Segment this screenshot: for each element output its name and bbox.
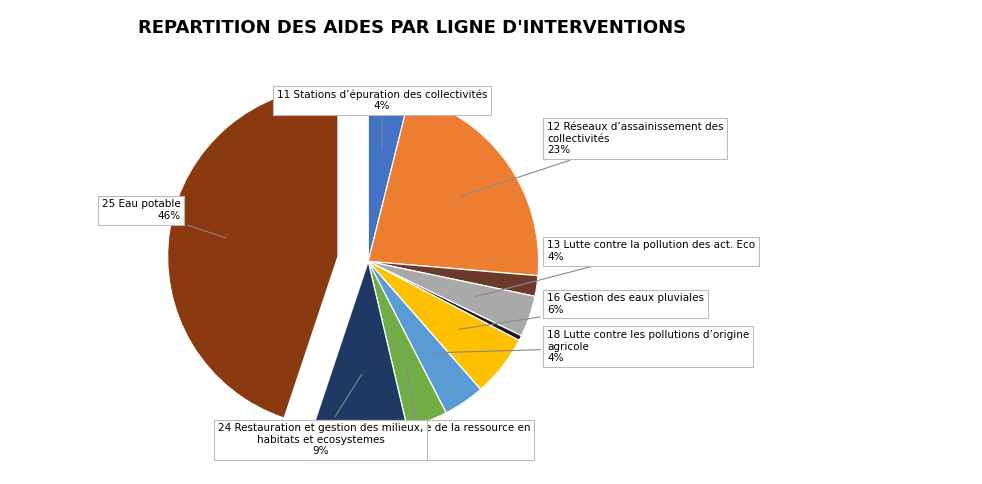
Wedge shape xyxy=(368,261,535,336)
Wedge shape xyxy=(368,261,538,296)
Wedge shape xyxy=(314,261,408,432)
Wedge shape xyxy=(368,91,409,261)
Wedge shape xyxy=(368,261,519,390)
Text: 12 Réseaux d’assainissement des
collectivités
23%: 12 Réseaux d’assainissement des collecti… xyxy=(461,122,724,196)
Text: 24 Restauration et gestion des milieux,
habitats et ecosystemes
9%: 24 Restauration et gestion des milieux, … xyxy=(218,374,423,456)
Text: 25 Eau potable
46%: 25 Eau potable 46% xyxy=(102,199,226,238)
Text: 11 Stations d’épuration des collectivités
4%: 11 Stations d’épuration des collectivité… xyxy=(277,90,487,149)
Text: REPARTITION DES AIDES PAR LIGNE D'INTERVENTIONS: REPARTITION DES AIDES PAR LIGNE D'INTERV… xyxy=(138,19,686,37)
Text: 13 Lutte contre la pollution des act. Eco
4%: 13 Lutte contre la pollution des act. Ec… xyxy=(475,241,755,297)
Wedge shape xyxy=(168,86,338,418)
Text: 18 Lutte contre les pollutions d’origine
agricole
4%: 18 Lutte contre les pollutions d’origine… xyxy=(433,330,749,363)
Wedge shape xyxy=(368,261,446,427)
Text: 21 Gestion quantitative de la ressource en
eau
4%: 21 Gestion quantitative de la ressource … xyxy=(308,368,530,456)
Wedge shape xyxy=(368,96,538,276)
Text: 16 Gestion des eaux pluviales
6%: 16 Gestion des eaux pluviales 6% xyxy=(458,293,704,330)
Wedge shape xyxy=(368,261,521,340)
Wedge shape xyxy=(368,261,480,413)
